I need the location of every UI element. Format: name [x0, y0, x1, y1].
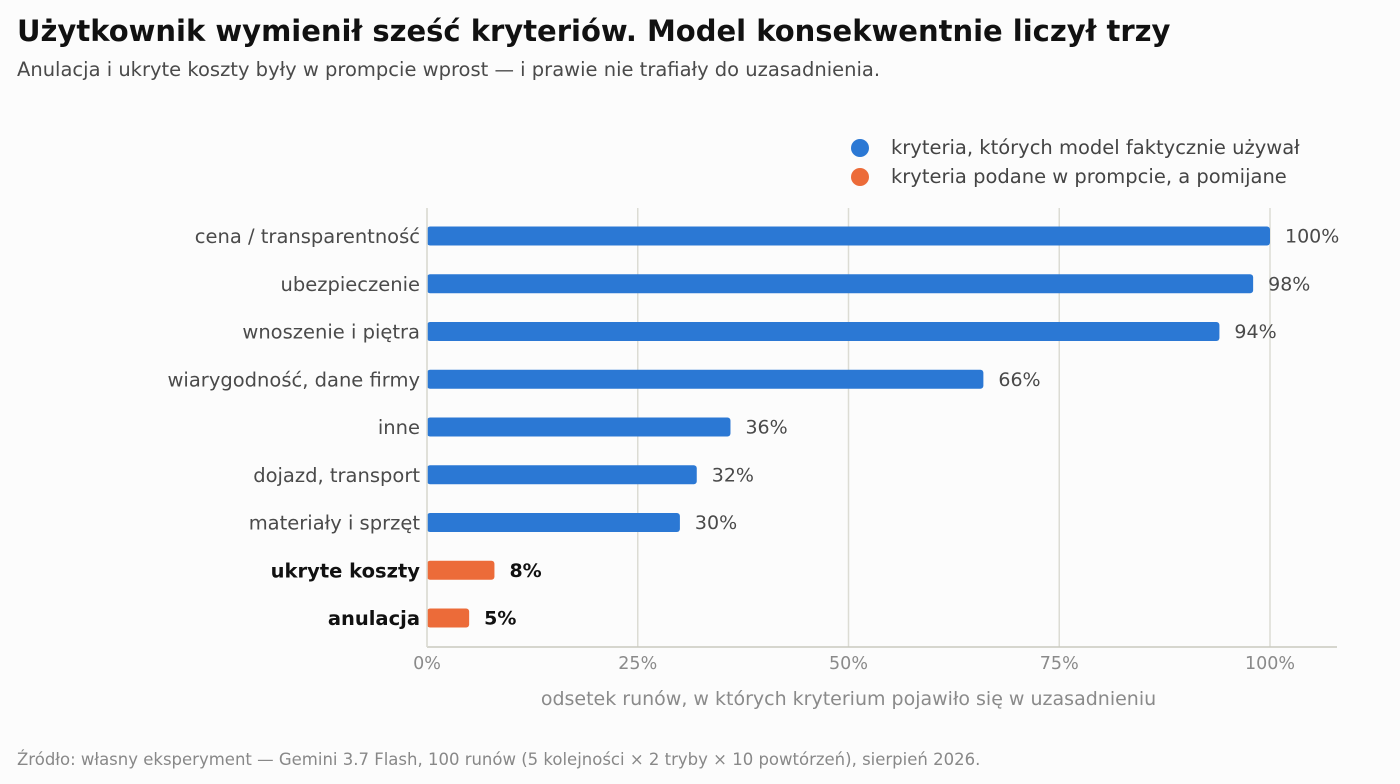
- bar: [427, 465, 697, 485]
- category-label: wnoszenie i piętra: [242, 321, 420, 344]
- value-label: 100%: [1285, 226, 1339, 248]
- category-label: inne: [378, 416, 420, 439]
- bar: [427, 560, 495, 580]
- value-label: 94%: [1234, 321, 1276, 343]
- x-tick-label: 25%: [618, 654, 657, 674]
- source-note: Źródło: własny eksperyment — Gemini 3.7 …: [17, 750, 981, 769]
- category-label: wiarygodność, dane firmy: [167, 368, 420, 391]
- value-label: 66%: [998, 369, 1040, 391]
- x-axis-label: odsetek runów, w których kryterium pojaw…: [541, 688, 1156, 710]
- bar: [427, 226, 1270, 246]
- category-label: ukryte koszty: [271, 559, 421, 582]
- x-tick-label: 100%: [1245, 654, 1295, 674]
- value-label: 98%: [1268, 273, 1310, 295]
- value-label: 30%: [695, 512, 737, 534]
- legend-dot-omitted: [851, 167, 869, 186]
- value-label: 36%: [745, 417, 787, 439]
- bar: [427, 274, 1254, 294]
- category-label: materiały i sprzęt: [249, 512, 421, 535]
- bar: [427, 513, 680, 532]
- bar: [427, 369, 984, 389]
- value-label: 32%: [712, 464, 754, 486]
- x-tick-label: 0%: [413, 654, 441, 674]
- chart-subtitle: Anulacja i ukryte koszty były w prompcie…: [17, 58, 881, 81]
- x-tick-label: 50%: [829, 654, 868, 674]
- category-label: dojazd, transport: [253, 464, 420, 487]
- chart-title: Użytkownik wymienił sześć kryteriów. Mod…: [17, 14, 1171, 48]
- bar: [427, 417, 731, 437]
- legend-item-used: kryteria, których model faktycznie używa…: [851, 133, 1300, 162]
- legend-label-omitted: kryteria podane w prompcie, a pomijane: [891, 165, 1287, 188]
- category-label: anulacja: [328, 607, 420, 630]
- legend-label-used: kryteria, których model faktycznie używa…: [891, 136, 1300, 159]
- legend-dot-used: [851, 138, 869, 157]
- value-label: 5%: [484, 608, 516, 630]
- bar: [427, 608, 470, 628]
- bar: [427, 322, 1220, 341]
- value-label: 8%: [509, 560, 541, 582]
- legend: kryteria, których model faktycznie używa…: [851, 133, 1300, 191]
- legend-item-omitted: kryteria podane w prompcie, a pomijane: [851, 162, 1300, 191]
- x-tick-label: 75%: [1040, 654, 1079, 674]
- category-label: ubezpieczenie: [281, 273, 421, 296]
- category-label: cena / transparentność: [195, 225, 420, 248]
